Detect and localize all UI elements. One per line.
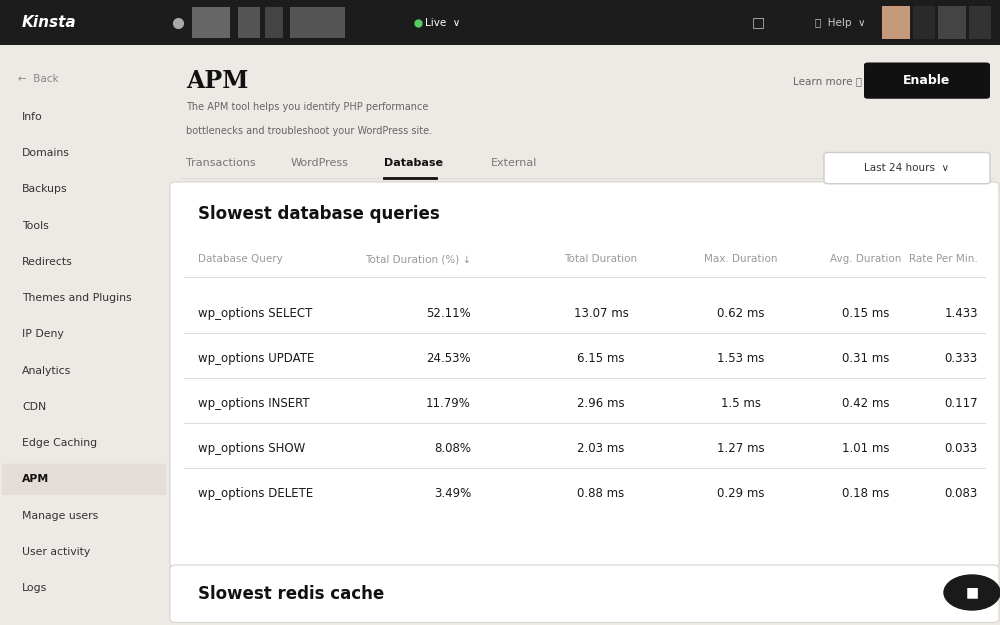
Text: 1.27 ms: 1.27 ms [717,442,765,454]
Text: Database Query: Database Query [198,254,283,264]
Text: ■: ■ [965,586,979,599]
Text: Analytics: Analytics [22,366,71,376]
Text: Themes and Plugins: Themes and Plugins [22,293,132,303]
FancyBboxPatch shape [913,6,935,39]
FancyBboxPatch shape [938,6,966,39]
Text: 24.53%: 24.53% [426,352,471,364]
Text: 0.31 ms: 0.31 ms [842,352,890,364]
Text: 0.033: 0.033 [945,442,978,454]
Text: 13.07 ms: 13.07 ms [574,307,628,319]
Text: 1.433: 1.433 [944,307,978,319]
Text: Learn more ⓘ: Learn more ⓘ [793,76,862,86]
Text: □: □ [751,16,765,29]
FancyBboxPatch shape [265,8,283,38]
FancyBboxPatch shape [969,6,991,39]
Text: 1.01 ms: 1.01 ms [842,442,890,454]
Text: 2.96 ms: 2.96 ms [577,397,625,409]
Text: 0.333: 0.333 [945,352,978,364]
Text: 3.49%: 3.49% [434,487,471,499]
Text: Domains: Domains [22,148,70,158]
Text: Info: Info [22,112,43,122]
Text: Manage users: Manage users [22,511,98,521]
Text: APM: APM [186,69,248,93]
Text: 52.11%: 52.11% [426,307,471,319]
Text: 0.42 ms: 0.42 ms [842,397,890,409]
FancyBboxPatch shape [864,62,990,99]
Text: Rate Per Min.: Rate Per Min. [909,254,978,264]
FancyBboxPatch shape [824,152,990,184]
Text: wp_options SHOW: wp_options SHOW [198,442,305,454]
Text: 0.62 ms: 0.62 ms [717,307,765,319]
Text: CDN: CDN [22,402,46,412]
Text: Logs: Logs [22,583,47,593]
Text: 1.5 ms: 1.5 ms [721,397,761,409]
Text: APM: APM [22,474,49,484]
FancyBboxPatch shape [0,0,1000,45]
Text: 0.29 ms: 0.29 ms [717,487,765,499]
Text: Redirects: Redirects [22,257,73,267]
FancyBboxPatch shape [238,8,260,38]
Text: Max. Duration: Max. Duration [704,254,778,264]
Text: IP Deny: IP Deny [22,329,64,339]
Text: Avg. Duration: Avg. Duration [830,254,902,264]
FancyBboxPatch shape [192,8,230,38]
Text: 0.117: 0.117 [944,397,978,409]
Text: wp_options UPDATE: wp_options UPDATE [198,352,314,364]
Text: 1.53 ms: 1.53 ms [717,352,765,364]
Text: Kinsta: Kinsta [22,15,77,30]
Text: Transactions: Transactions [186,158,256,168]
Text: The APM tool helps you identify PHP performance: The APM tool helps you identify PHP perf… [186,102,428,112]
Text: 0.18 ms: 0.18 ms [842,487,890,499]
Text: 8.08%: 8.08% [434,442,471,454]
Circle shape [944,575,1000,610]
Text: 0.083: 0.083 [945,487,978,499]
Text: wp_options DELETE: wp_options DELETE [198,487,313,499]
Text: Backups: Backups [22,184,68,194]
Text: wp_options SELECT: wp_options SELECT [198,307,312,319]
Text: External: External [491,158,537,168]
Text: ⓘ  Help  ∨: ⓘ Help ∨ [815,18,866,28]
Text: ←  Back: ← Back [18,74,59,84]
FancyBboxPatch shape [290,8,345,38]
Text: bottlenecks and troubleshoot your WordPress site.: bottlenecks and troubleshoot your WordPr… [186,126,432,136]
Text: Enable: Enable [903,74,951,87]
FancyBboxPatch shape [2,464,166,495]
Text: 0.88 ms: 0.88 ms [577,487,625,499]
Text: Last 24 hours  ∨: Last 24 hours ∨ [864,163,950,173]
Text: wp_options INSERT: wp_options INSERT [198,397,310,409]
Text: WordPress: WordPress [291,158,349,168]
Text: Total Duration: Total Duration [564,254,638,264]
Text: Slowest database queries: Slowest database queries [198,206,440,223]
Text: Database: Database [384,158,443,168]
FancyBboxPatch shape [882,6,910,39]
Text: 2.03 ms: 2.03 ms [577,442,625,454]
Text: Tools: Tools [22,221,49,231]
Text: 0.15 ms: 0.15 ms [842,307,890,319]
Text: Total Duration (%) ↓: Total Duration (%) ↓ [365,254,471,264]
Text: User activity: User activity [22,547,90,557]
Text: 11.79%: 11.79% [426,397,471,409]
FancyBboxPatch shape [170,182,999,568]
Text: Slowest redis cache: Slowest redis cache [198,585,384,602]
Text: Edge Caching: Edge Caching [22,438,97,448]
FancyBboxPatch shape [170,565,999,622]
Text: Live  ∨: Live ∨ [425,18,460,28]
Text: 6.15 ms: 6.15 ms [577,352,625,364]
